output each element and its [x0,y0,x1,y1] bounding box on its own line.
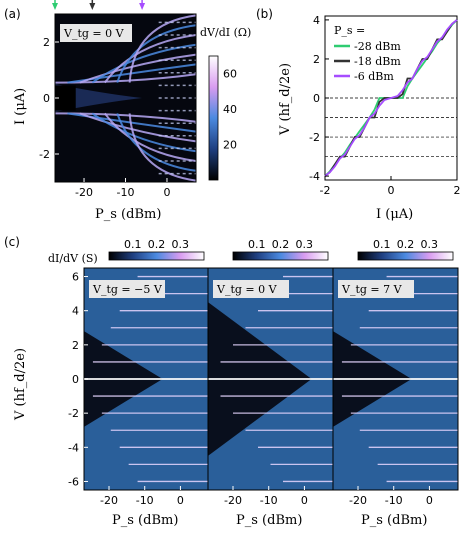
xtick-label-c: -20 [349,494,367,507]
heatmap-a-branch [103,112,197,162]
xlabel-c: P_s (dBm) [112,513,178,528]
badge-a: V_tg = 0 V [63,27,125,40]
heatmap-a-branch [67,63,197,84]
ytick-label-b: -4 [309,170,320,183]
xtick-label-c: -20 [224,494,242,507]
badge-c-bg [89,280,165,298]
xtick-label-b: -2 [320,184,331,197]
legend-entry: -18 dBm [354,55,401,68]
colorbar-c-tick: 0.2 [148,238,166,251]
xlabel-c: P_s (dBm) [236,513,302,528]
xtick-label-b: 2 [454,184,461,197]
ytick-label-c: 6 [72,271,79,284]
legend-entry: -28 dBm [354,40,401,53]
xlabel-c: P_s (dBm) [361,513,427,528]
xtick-label-c: -10 [136,494,154,507]
heatmap-a-branch [128,113,197,182]
colorbar-c-tick: 0.1 [124,238,142,251]
panel-c-2: V_tg = 7 V 0.1 0.2 0.3 -20 -10 0 P_s (dBm) [332,238,459,528]
badge-c-bg [338,280,414,298]
panel-label-a: (a) [4,7,21,21]
ytick-label-b: 4 [313,14,320,27]
heatmap-a-branch [79,112,197,143]
xtick-label-a: -10 [117,186,135,199]
xtick-label-a: -20 [75,186,93,199]
ytick-label-a: 0 [43,92,50,105]
colorbar-c-tick: 0.3 [421,238,439,251]
ytick-label-c: -6 [68,475,79,488]
colorbar-c-tick: 0.3 [296,238,314,251]
colorbar-c-tick: 0.2 [272,238,290,251]
ylabel-a: I (μA) [13,88,28,125]
ytick-label-b: -2 [309,131,320,144]
ytick-label-c: 0 [72,373,79,386]
power-marker-arrow [52,3,58,10]
power-marker-arrow [139,3,146,10]
legend-b-title: P_s = [334,24,365,37]
ylabel-b: V (hf_d/2e) [278,63,293,136]
colorbar-a [208,55,219,181]
panel-c-1: V_tg = 0 V 0.1 0.2 0.3 -20 -10 0 P_s (dBm) [207,238,334,528]
xtick-label-c: 0 [426,494,433,507]
ytick-label-b: 2 [313,53,320,66]
ytick-label-a: 2 [43,36,50,49]
ytick-label-b: 0 [313,92,320,105]
badge-c: V_tg = −5 V [92,283,163,296]
colorbar-c [108,251,205,261]
xtick-label-c: -10 [385,494,403,507]
panel-label-c: (c) [4,235,20,249]
ytick-label-c: 2 [72,339,79,352]
power-marker-arrow [89,3,96,10]
badge-c: V_tg = 0 V [216,283,278,296]
xlabel-b: I (μA) [376,207,413,222]
xtick-label-c: -10 [260,494,278,507]
colorbar-c-tick: 0.1 [373,238,391,251]
panel-c-0: V_tg = −5 V0.1 0.2 0.3-20 -10 0P_s (dBm)-6-4… [68,238,210,528]
colorbar-c-tick: 0.2 [397,238,415,251]
heatmap-c-frame [332,267,459,491]
xtick-label-c: 0 [177,494,184,507]
xtick-label-b: 0 [388,184,395,197]
xtick-label-c: -20 [100,494,118,507]
colorbar-a-label: dV/dI (Ω) [200,26,251,39]
badge-c: V_tg = 7 V [341,283,403,296]
heatmap-a-branch [91,112,197,153]
legend-entry: -6 dBm [354,70,394,83]
ylabel-c: V (hf_d/2e) [13,348,28,421]
panel-c: V_tg = −5 V0.1 0.2 0.3-20 -10 0P_s (dBm)-6-4… [13,238,459,528]
colorbar-c-tick: 0.1 [248,238,266,251]
colorbar-a-tick: 40 [223,103,237,116]
xtick-label-c: 0 [301,494,308,507]
heatmap-a-branch [103,34,197,84]
ytick-label-c: -2 [68,407,79,420]
heatmap-a-branch [91,43,197,84]
heatmap-a-core [55,85,76,111]
colorbar-a-tick: 20 [223,139,237,152]
ytick-label-c: 4 [72,305,79,318]
panel-label-b: (b) [256,7,273,21]
heatmap-a-branch [116,113,197,172]
xtick-label-a: 0 [163,186,170,199]
colorbar-a-tick: 60 [223,68,237,81]
badge-c-bg [213,280,289,298]
series-line-2 [324,19,458,177]
heatmap-a-branch [79,53,197,84]
xlabel-a: P_s (dBm) [95,207,161,222]
heatmap-a-branch [128,14,197,83]
badge-a-bg [60,24,132,42]
colorbar-c [232,251,329,261]
heatmap-a-branch [67,112,197,133]
colorbar-c-tick: 0.3 [172,238,190,251]
ytick-label-c: -4 [68,441,79,454]
heatmap-a-branch [116,24,197,83]
heatmap-a-lobe [55,84,143,112]
colorbar-c [357,251,454,261]
colorbar-c-label: dI/dV (S) [48,252,98,265]
ytick-label-a: -2 [39,148,50,161]
panel-a: V_tg = 0 V -20 -10 0 -202 P_s (dBm) I (μA)… [13,0,251,222]
